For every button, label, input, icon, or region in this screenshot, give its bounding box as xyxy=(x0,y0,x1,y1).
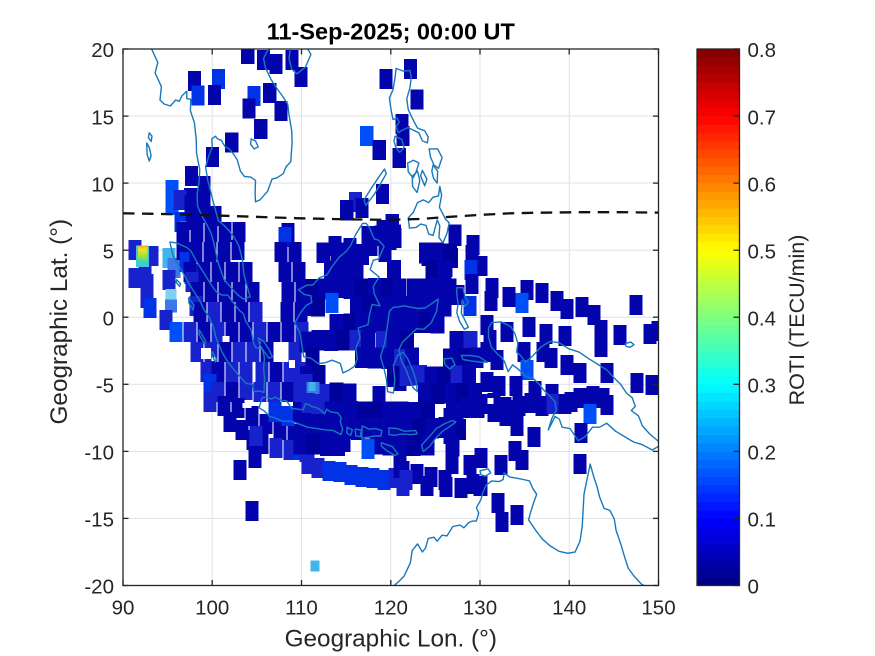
svg-text:Geographic Lat. (°): Geographic Lat. (°) xyxy=(46,219,73,425)
svg-text:0: 0 xyxy=(103,307,114,330)
svg-text:-20: -20 xyxy=(84,576,114,599)
svg-text:90: 90 xyxy=(112,597,135,620)
svg-text:0.7: 0.7 xyxy=(748,106,777,129)
svg-text:0.3: 0.3 xyxy=(748,375,777,398)
svg-text:150: 150 xyxy=(641,597,675,620)
svg-text:20: 20 xyxy=(91,39,114,62)
svg-text:ROTI (TECU/min): ROTI (TECU/min) xyxy=(785,235,809,406)
svg-text:0.1: 0.1 xyxy=(748,509,777,532)
svg-text:-10: -10 xyxy=(84,442,114,465)
svg-text:0.4: 0.4 xyxy=(748,307,777,330)
svg-text:120: 120 xyxy=(374,597,408,620)
svg-text:10: 10 xyxy=(91,173,114,196)
svg-text:15: 15 xyxy=(91,106,114,129)
svg-text:5: 5 xyxy=(103,240,114,263)
svg-text:11-Sep-2025; 00:00 UT: 11-Sep-2025; 00:00 UT xyxy=(267,19,516,45)
svg-text:110: 110 xyxy=(285,597,318,620)
svg-text:Geographic Lon. (°): Geographic Lon. (°) xyxy=(285,626,497,653)
svg-text:130: 130 xyxy=(463,597,497,620)
svg-text:0.8: 0.8 xyxy=(748,39,777,62)
svg-text:0.6: 0.6 xyxy=(748,173,777,196)
svg-text:-5: -5 xyxy=(96,375,114,398)
svg-text:140: 140 xyxy=(552,597,586,620)
svg-text:-15: -15 xyxy=(84,509,114,532)
svg-text:0.2: 0.2 xyxy=(748,442,777,465)
svg-text:0.5: 0.5 xyxy=(748,240,777,263)
svg-text:0: 0 xyxy=(748,576,759,599)
svg-text:100: 100 xyxy=(195,597,229,620)
